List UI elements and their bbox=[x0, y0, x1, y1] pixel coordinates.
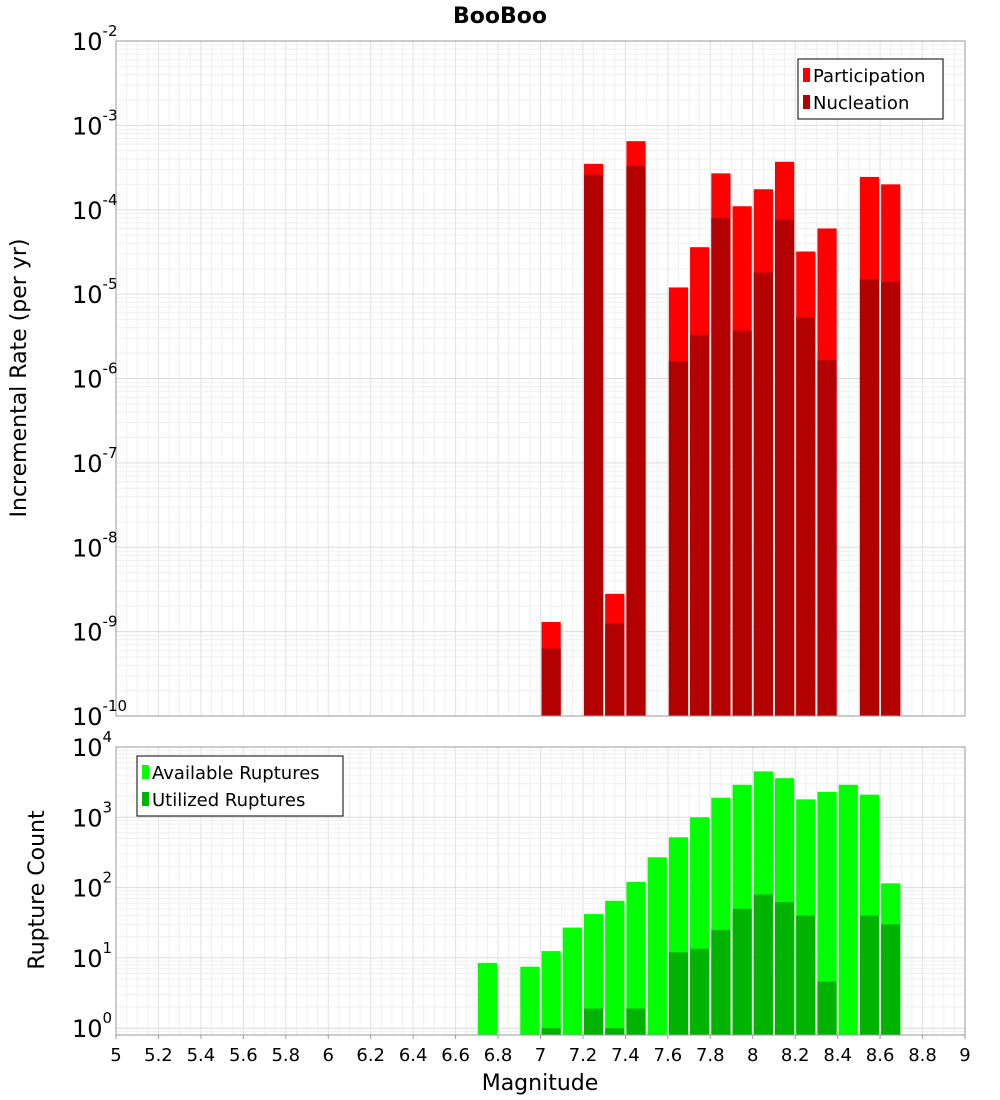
bottom-legend-label: Available Ruptures bbox=[152, 763, 320, 784]
top-y-tick-label: 10-3 bbox=[72, 106, 118, 140]
top-bar-secondary bbox=[796, 317, 816, 716]
bottom-bar-secondary bbox=[605, 1028, 625, 1035]
bottom-legend: Available Ruptures Utilized Ruptures bbox=[136, 755, 344, 817]
x-tick-label: 6.4 bbox=[399, 1045, 428, 1066]
top-bar-secondary bbox=[583, 174, 604, 716]
chart-title: BooBoo bbox=[453, 4, 547, 29]
bottom-y-tick-label: 104 bbox=[72, 728, 112, 762]
bottom-bar-primary bbox=[817, 791, 837, 1035]
bottom-legend-label: Utilized Ruptures bbox=[152, 790, 305, 811]
bottom-bar-primary bbox=[541, 951, 561, 1035]
x-tick-label: 6 bbox=[323, 1045, 334, 1066]
x-tick-label: 5.6 bbox=[229, 1045, 258, 1066]
bottom-y-axis-label: Rupture Count bbox=[25, 810, 50, 970]
top-legend-label: Nucleation bbox=[813, 93, 909, 114]
bottom-y-tick-label: 101 bbox=[72, 939, 112, 973]
top-y-tick-label: 10-6 bbox=[72, 360, 118, 394]
bottom-bar-primary bbox=[605, 900, 625, 1035]
top-y-tick-label: 10-7 bbox=[72, 444, 118, 478]
x-tick-label: 8.4 bbox=[823, 1045, 852, 1066]
top-legend-box bbox=[797, 58, 944, 120]
bottom-bar-secondary bbox=[881, 924, 901, 1035]
x-tick-label: 6.6 bbox=[441, 1045, 470, 1066]
x-tick-label: 6.8 bbox=[484, 1045, 513, 1066]
top-legend-swatch bbox=[803, 68, 810, 82]
bottom-bar-secondary bbox=[796, 915, 816, 1035]
x-tick-label: 6.2 bbox=[356, 1045, 385, 1066]
bottom-bar-secondary bbox=[774, 902, 795, 1035]
top-bar-secondary bbox=[817, 360, 837, 716]
bottom-bar-secondary bbox=[668, 952, 689, 1035]
x-tick-label: 7.4 bbox=[611, 1045, 640, 1066]
x-tick-label: 5.4 bbox=[187, 1045, 216, 1066]
top-bar-secondary bbox=[690, 334, 710, 716]
bottom-bar-primary bbox=[477, 962, 498, 1035]
top-legend-label: Participation bbox=[813, 66, 925, 87]
bottom-bar-secondary bbox=[732, 908, 752, 1035]
bottom-bar-primary bbox=[626, 882, 646, 1035]
bottom-bar-secondary bbox=[817, 981, 837, 1035]
top-bar-secondary bbox=[859, 279, 880, 716]
top-bar-secondary bbox=[881, 281, 901, 716]
top-legend-swatch bbox=[803, 95, 810, 109]
x-tick-label: 7.6 bbox=[654, 1045, 683, 1066]
bottom-bar-secondary bbox=[711, 929, 731, 1035]
bottom-legend-swatch bbox=[142, 792, 149, 806]
bottom-bar-primary bbox=[838, 784, 858, 1035]
bottom-y-tick-label: 103 bbox=[72, 798, 112, 832]
top-y-tick-label: 10-2 bbox=[72, 22, 118, 56]
bottom-bar-primary bbox=[520, 966, 540, 1035]
x-tick-label: 7 bbox=[535, 1045, 546, 1066]
top-bar-secondary bbox=[711, 217, 731, 716]
bottom-bar-secondary bbox=[626, 1008, 646, 1035]
x-tick-label: 8.6 bbox=[866, 1045, 895, 1066]
top-y-tick-label: 10-8 bbox=[72, 528, 118, 562]
x-tick-label: 5.2 bbox=[144, 1045, 173, 1066]
top-y-axis-label: Incremental Rate (per yr) bbox=[7, 239, 32, 518]
bottom-bar-secondary bbox=[690, 948, 710, 1035]
top-plot-frame bbox=[115, 40, 966, 717]
top-bar-secondary bbox=[753, 272, 773, 716]
x-tick-label: 7.2 bbox=[569, 1045, 598, 1066]
x-axis-label: Magnitude bbox=[482, 1071, 599, 1096]
x-tick-label: 8 bbox=[747, 1045, 758, 1066]
top-bar-secondary bbox=[626, 166, 646, 717]
top-bar-secondary bbox=[541, 648, 561, 716]
top-y-tick-label: 10-4 bbox=[72, 191, 118, 225]
top-bar-secondary bbox=[668, 361, 689, 716]
bottom-y-tick-label: 102 bbox=[72, 869, 112, 903]
top-bar-secondary bbox=[774, 219, 795, 717]
bottom-bar-primary bbox=[562, 927, 582, 1035]
bottom-bar-secondary bbox=[859, 915, 880, 1035]
top-bar-secondary bbox=[605, 623, 625, 716]
bottom-legend-swatch bbox=[142, 765, 149, 779]
bottom-legend-box bbox=[136, 755, 344, 817]
top-y-tick-label: 10-10 bbox=[72, 697, 127, 731]
bottom-bar-primary bbox=[583, 914, 604, 1035]
x-tick-label: 9 bbox=[959, 1045, 970, 1066]
top-bar-secondary bbox=[732, 330, 752, 716]
top-plot-area bbox=[115, 40, 966, 717]
x-tick-label: 5.8 bbox=[271, 1045, 300, 1066]
top-legend: Participation Nucleation bbox=[797, 58, 944, 120]
bottom-bar-secondary bbox=[541, 1028, 561, 1035]
bottom-y-tick-label: 100 bbox=[72, 1009, 112, 1043]
top-y-tick-label: 10-5 bbox=[72, 275, 118, 309]
bottom-bar-secondary bbox=[753, 894, 773, 1035]
bottom-bar-primary bbox=[647, 857, 667, 1035]
x-tick-label: 7.8 bbox=[696, 1045, 725, 1066]
top-y-tick-label: 10-9 bbox=[72, 613, 118, 647]
x-tick-label: 8.2 bbox=[781, 1045, 810, 1066]
bottom-bar-secondary bbox=[583, 1008, 604, 1035]
x-tick-label: 8.8 bbox=[908, 1045, 937, 1066]
bottom-plot-area bbox=[115, 746, 966, 1036]
x-tick-label: 5 bbox=[110, 1045, 121, 1066]
